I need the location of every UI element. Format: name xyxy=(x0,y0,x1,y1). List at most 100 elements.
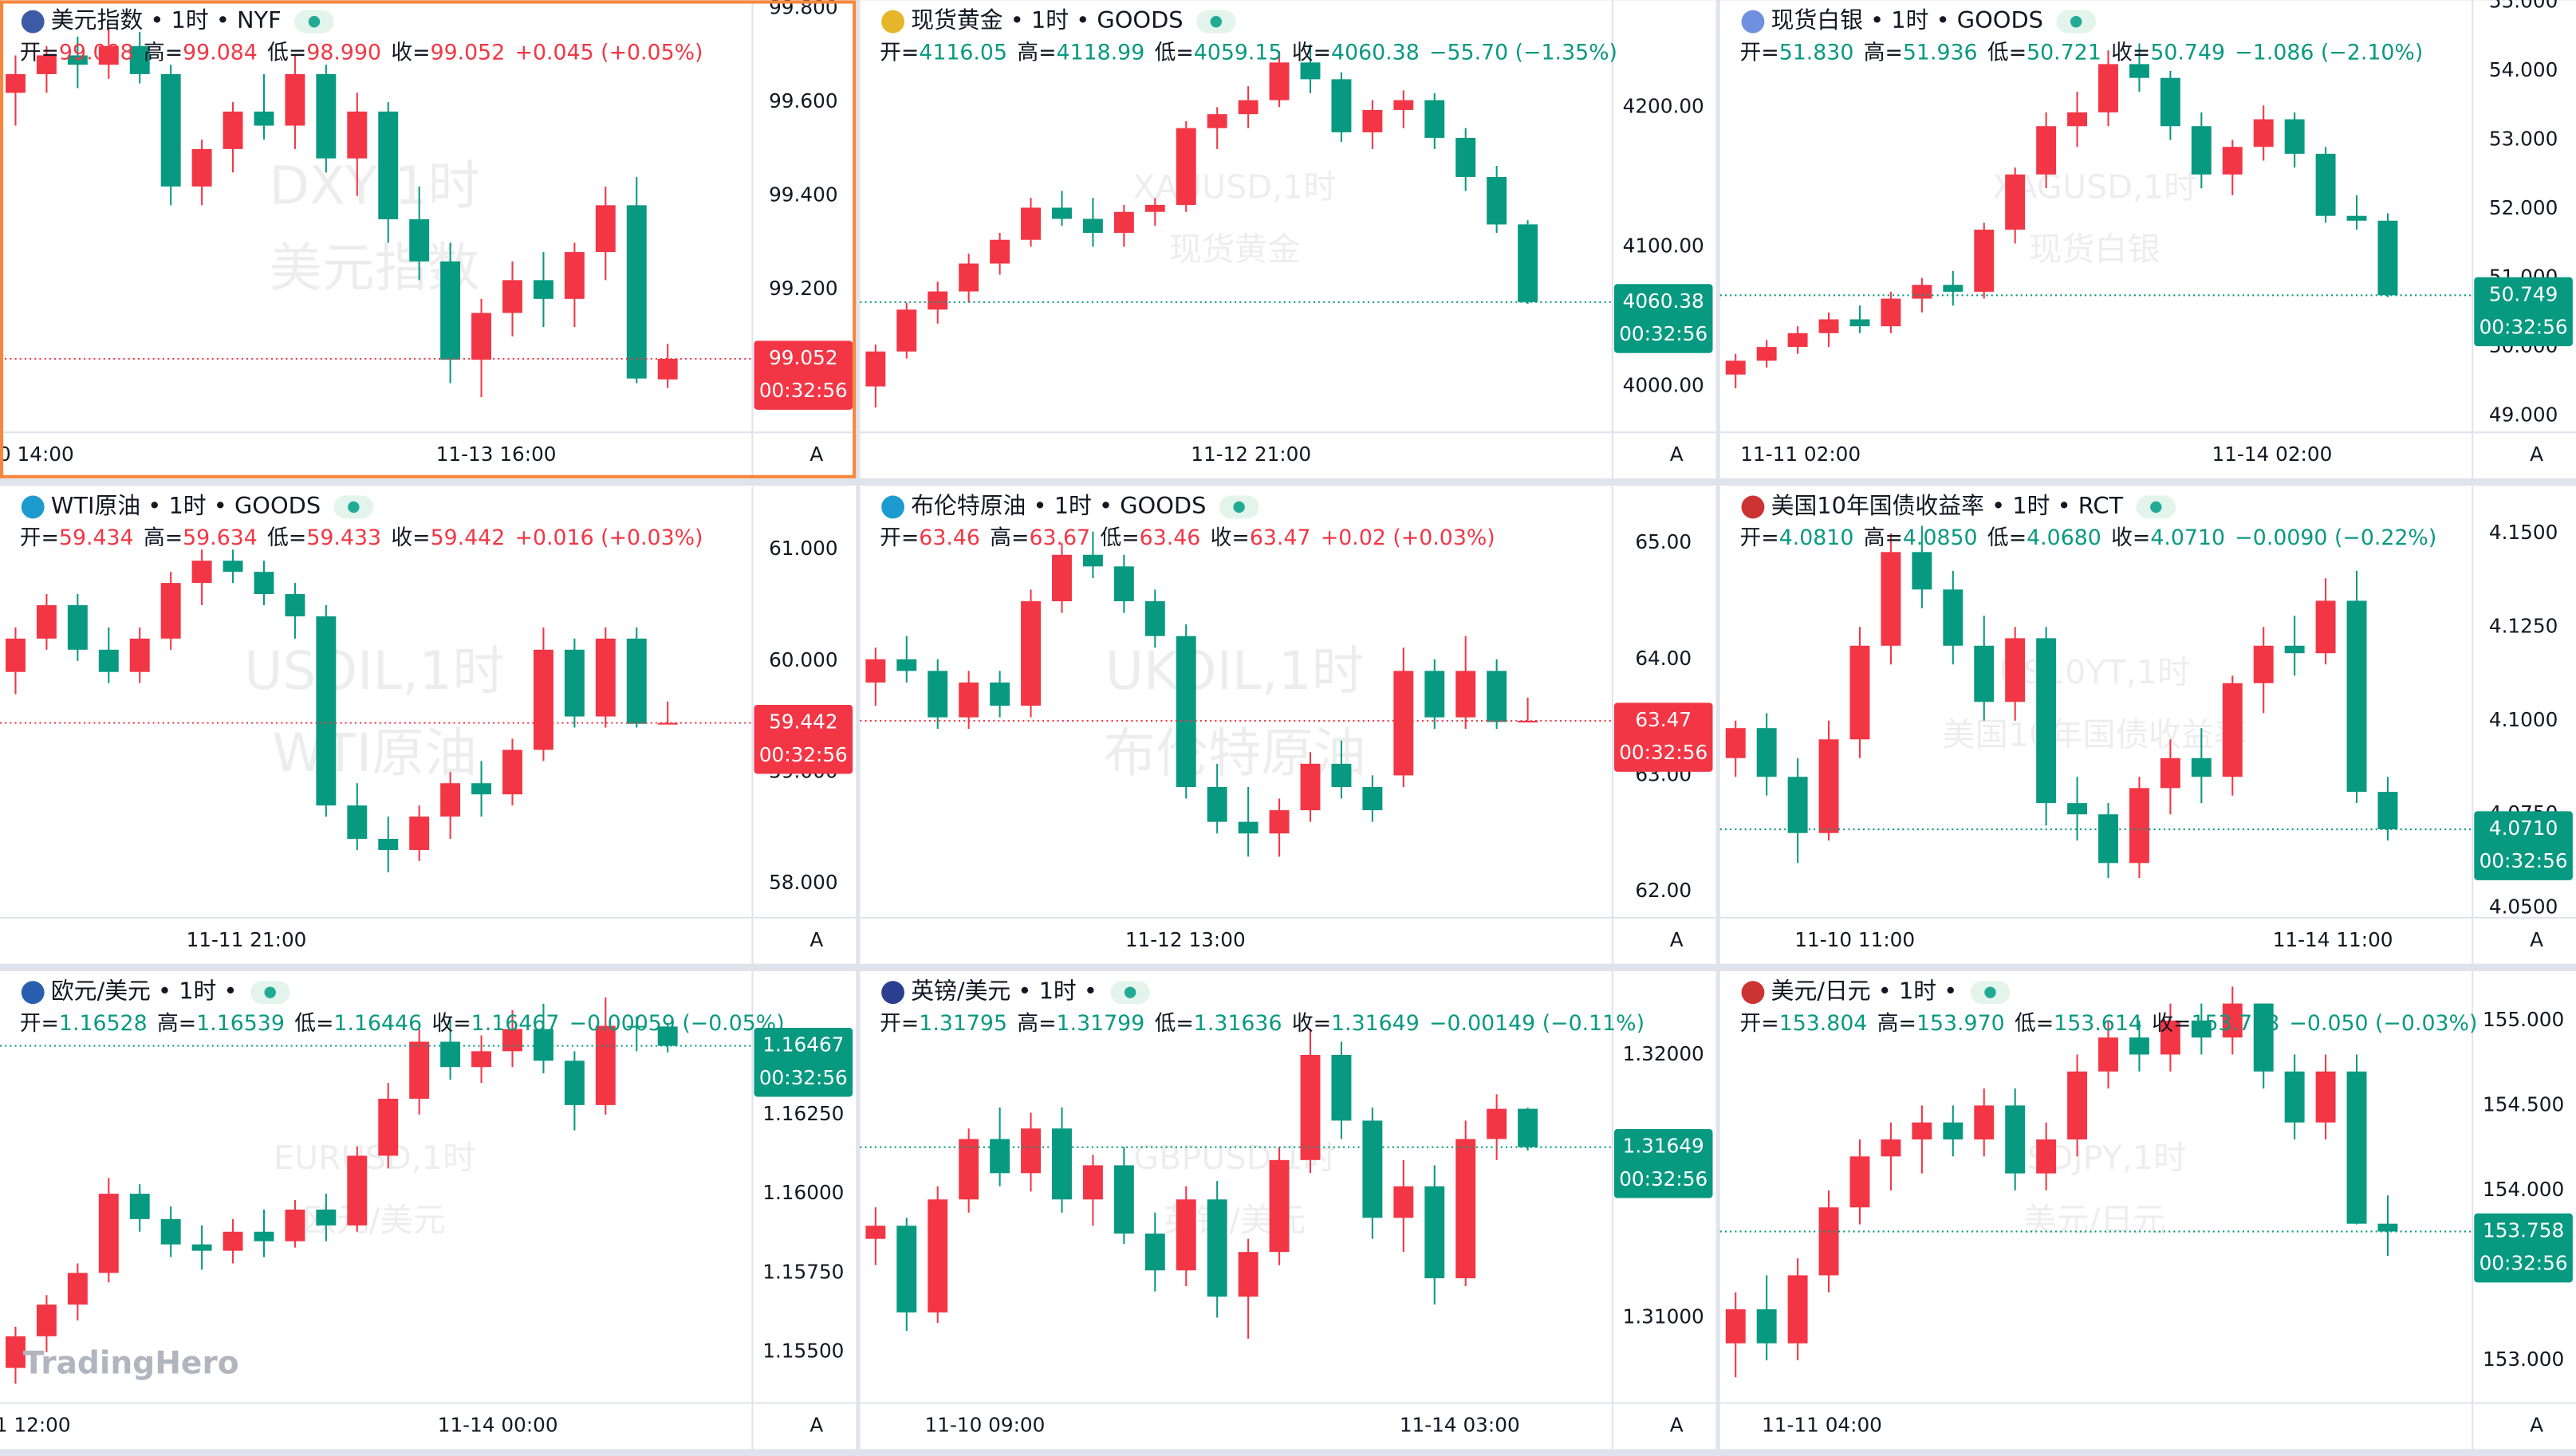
candle-body xyxy=(1487,1108,1507,1139)
candle-body xyxy=(1238,821,1258,834)
auto-scale-button[interactable] xyxy=(1660,1411,1693,1442)
price-tag-value: 59.442 xyxy=(769,710,837,734)
ohlc-line: 开=1.16528 高=1.16539 低=1.16446 收=1.16467 −0.0… xyxy=(20,1010,785,1035)
status-dot xyxy=(1210,16,1223,28)
watermark: UKOIL,1时 xyxy=(1105,640,1365,702)
auto-scale-label[interactable]: A xyxy=(1670,443,1684,466)
status-dot xyxy=(2150,501,2162,514)
symbol-icon xyxy=(1741,10,1765,33)
auto-scale-label[interactable]: A xyxy=(2530,1413,2543,1436)
ohlc-value: 4059.15 xyxy=(1194,40,1282,65)
candle-body xyxy=(1974,1105,1995,1139)
candle-body xyxy=(657,1026,678,1046)
candle-body xyxy=(1818,1207,1839,1276)
auto-scale-button[interactable] xyxy=(800,1411,833,1442)
candle-body xyxy=(1144,601,1165,636)
candle-body xyxy=(990,1139,1010,1174)
candle-body xyxy=(129,1194,150,1219)
ohlc-line: 开=1.31795 高=1.31799 低=1.31636 收=1.31649 −0.0… xyxy=(880,1010,1644,1035)
candle-body xyxy=(285,594,305,616)
auto-scale-button[interactable] xyxy=(2519,1411,2554,1442)
ohlc-value: 99.008 xyxy=(59,40,134,65)
auto-scale-button[interactable] xyxy=(2519,440,2554,470)
y-tick-label: 64.00 xyxy=(1635,647,1692,670)
auto-scale-button[interactable] xyxy=(800,926,833,956)
ohlc-label: 开= xyxy=(1739,525,1778,550)
status-dot xyxy=(1233,501,1245,514)
candle-body xyxy=(1725,728,1746,758)
price-tag-value: 1.16467 xyxy=(762,1033,844,1057)
candle-body xyxy=(1518,720,1538,723)
auto-scale-label[interactable]: A xyxy=(809,443,823,466)
candle-body xyxy=(2036,126,2057,175)
auto-scale-label[interactable]: A xyxy=(809,928,823,951)
x-tick-label: 11-13 16:00 xyxy=(436,443,557,466)
candle-body xyxy=(959,1139,979,1200)
ohlc-value: 1.16528 xyxy=(59,1010,148,1035)
ohlc-label: 高= xyxy=(1017,1010,1056,1035)
symbol-title: 布伦特原油 • 1时 • GOODS xyxy=(911,492,1206,519)
auto-scale-label[interactable]: A xyxy=(809,1413,823,1436)
ohlc-label: 收= xyxy=(2111,40,2150,65)
ohlc-value: 59.634 xyxy=(183,525,258,550)
candle-body xyxy=(254,572,274,595)
x-tick-label: 0 14:00 xyxy=(0,443,74,466)
price-tag-countdown: 00:32:56 xyxy=(2479,849,2568,872)
x-tick-label: 11-14 11:00 xyxy=(2273,928,2393,951)
candle-body xyxy=(533,280,553,299)
candle-body xyxy=(1176,128,1196,205)
chart-pane: EURUSD,1时欧元/美元1.162501.160001.157501.155… xyxy=(0,970,857,1450)
candle-body xyxy=(440,1041,461,1068)
status-dot xyxy=(1984,986,1996,998)
watermark: 美元/日元 xyxy=(2023,1201,2166,1239)
y-tick-label: 4.1250 xyxy=(2489,614,2558,637)
auto-scale-label[interactable]: A xyxy=(2530,443,2543,466)
candle-body xyxy=(67,1273,88,1305)
candle-body xyxy=(928,671,948,718)
candle-body xyxy=(2222,147,2243,175)
auto-scale-label[interactable]: A xyxy=(1670,928,1684,951)
candle-body xyxy=(160,1218,181,1245)
auto-scale-button[interactable] xyxy=(1660,926,1693,956)
candle-body xyxy=(98,1194,119,1273)
watermark: 现货白银 xyxy=(2029,230,2160,269)
auto-scale-button[interactable] xyxy=(2519,926,2554,956)
candle-body xyxy=(1269,810,1290,834)
ohlc-value: 59.442 xyxy=(431,525,506,550)
ohlc-label: 开= xyxy=(880,40,919,65)
candle-body xyxy=(2315,1071,2336,1123)
auto-scale-label[interactable]: A xyxy=(2530,928,2543,951)
candle-body xyxy=(471,1051,492,1068)
candle-body xyxy=(2284,645,2305,654)
symbol-title: 现货黄金 • 1时 • GOODS xyxy=(911,6,1183,33)
x-tick-label: 11-12 21:00 xyxy=(1191,443,1311,466)
auto-scale-button[interactable] xyxy=(1660,440,1693,470)
candle-body xyxy=(533,1029,553,1061)
ohlc-label: 高= xyxy=(1864,40,1903,65)
ohlc-label: 高= xyxy=(1864,525,1903,550)
price-tag-value: 153.758 xyxy=(2483,1218,2564,1242)
candle-body xyxy=(1113,1165,1134,1234)
x-tick-label: 11-11 21:00 xyxy=(187,928,307,951)
ohlc-value: 153.970 xyxy=(1916,1010,2005,1035)
y-tick-label: 54.000 xyxy=(2489,58,2558,81)
ohlc-label: 低= xyxy=(267,525,306,550)
ohlc-value: 1.31649 xyxy=(1331,1010,1420,1035)
candle-body xyxy=(1455,671,1476,718)
candle-body xyxy=(285,1209,305,1242)
ohlc-value: 63.67 xyxy=(1029,525,1090,550)
ohlc-label: 高= xyxy=(990,525,1029,550)
ohlc-label: 开= xyxy=(880,525,919,550)
ohlc-line: 开=99.008 高=99.084 低=98.990 收=99.052 +0.045 (… xyxy=(20,40,703,65)
auto-scale-button[interactable] xyxy=(800,440,833,470)
candle-body xyxy=(98,649,119,672)
price-tag xyxy=(2474,277,2573,347)
ohlc-value: 4.0810 xyxy=(1779,525,1854,550)
candle-body xyxy=(409,1041,430,1099)
auto-scale-label[interactable]: A xyxy=(1670,1413,1684,1436)
selected-border xyxy=(0,0,857,478)
x-tick-label: 11-11 04:00 xyxy=(1762,1413,1882,1436)
watermark: EURUSD,1时 xyxy=(274,1139,475,1177)
ohlc-label: 低= xyxy=(294,1010,333,1035)
candle-body xyxy=(595,205,616,253)
